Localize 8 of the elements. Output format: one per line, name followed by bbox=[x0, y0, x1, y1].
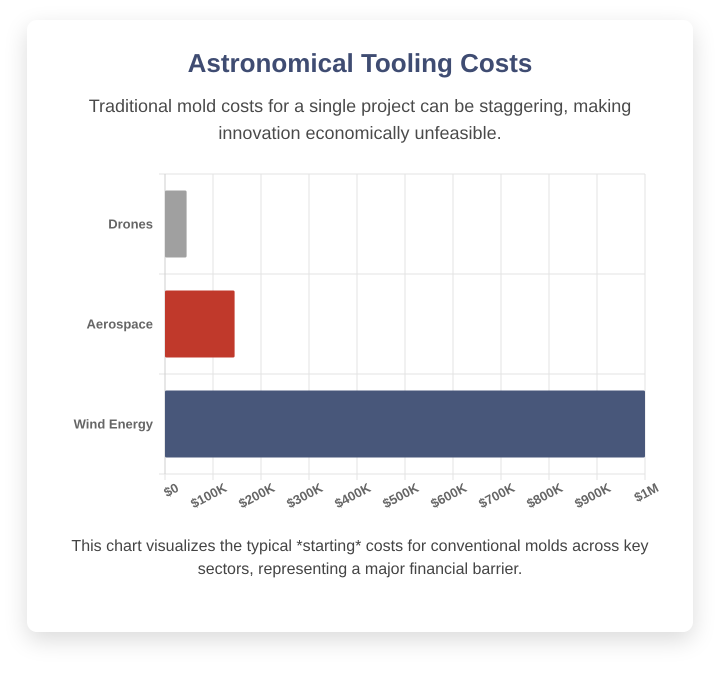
x-tick-label: $1M bbox=[632, 480, 662, 506]
x-tick-label: $0 bbox=[161, 480, 182, 500]
text: This chart visualizes the typical *starting* costs for conventional molds across key sectors, representing a major financial barrier. bbox=[70, 537, 650, 580]
y-tick-label: Wind Energy bbox=[74, 416, 154, 432]
y-tick-label: Aerospace bbox=[86, 316, 153, 332]
chart-subtitle: Traditional mold costs for a single project can be staggering, making innovation economically unfeasible. bbox=[88, 95, 632, 145]
chart-title: Astronomical Tooling Costs bbox=[186, 48, 534, 79]
y-tick-label: Drones bbox=[108, 216, 153, 232]
